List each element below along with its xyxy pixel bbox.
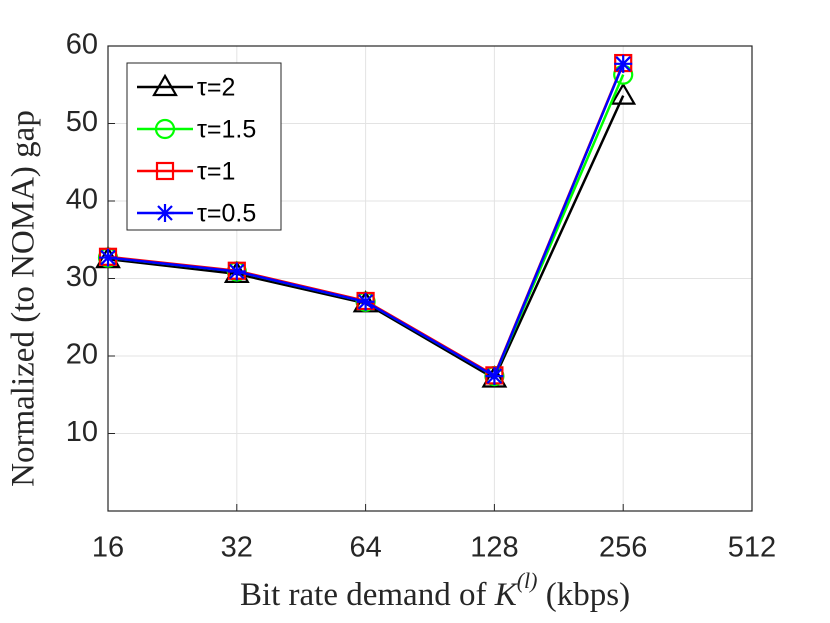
legend-marker [156, 204, 174, 222]
marker [99, 248, 117, 267]
x-tick-label: 256 [599, 532, 647, 564]
plot-frame [107, 45, 753, 512]
marker [356, 292, 375, 311]
legend-label: τ=2 [197, 74, 235, 102]
legend-box [126, 62, 282, 231]
legend-label: τ=1 [197, 158, 235, 186]
x-tick-label: 64 [349, 532, 381, 564]
x-axis-label-part: Bit rate demand of [240, 577, 495, 613]
x-tick-label: 16 [92, 532, 124, 564]
x-axis-label-part: (l) [517, 568, 538, 593]
x-axis-label: Bit rate demand of K(l) (kbps) [240, 568, 630, 613]
x-tick-label: 128 [470, 532, 518, 564]
y-tick-label: 40 [66, 184, 98, 216]
y-tick-label: 20 [66, 339, 98, 371]
y-axis-label: Normalized (to NOMA) gap [6, 110, 42, 487]
marker [610, 82, 637, 105]
legend-marker [152, 73, 178, 97]
legend-label: τ=1.5 [197, 116, 256, 144]
legend-label: τ=0.5 [197, 200, 256, 228]
legend-marker [154, 118, 176, 140]
marker [485, 367, 504, 386]
y-tick-label: 60 [66, 29, 98, 61]
legend-marker [155, 161, 175, 181]
marker [614, 54, 633, 73]
x-tick-label: 512 [728, 532, 776, 564]
y-tick-label: 50 [66, 106, 98, 138]
y-tick-label: 10 [66, 416, 98, 448]
marker [227, 262, 246, 281]
x-axis-label-part: K [494, 577, 519, 613]
x-tick-label: 32 [221, 532, 253, 564]
x-axis-label-part: (kbps) [537, 577, 630, 613]
y-tick-label: 30 [66, 261, 98, 293]
